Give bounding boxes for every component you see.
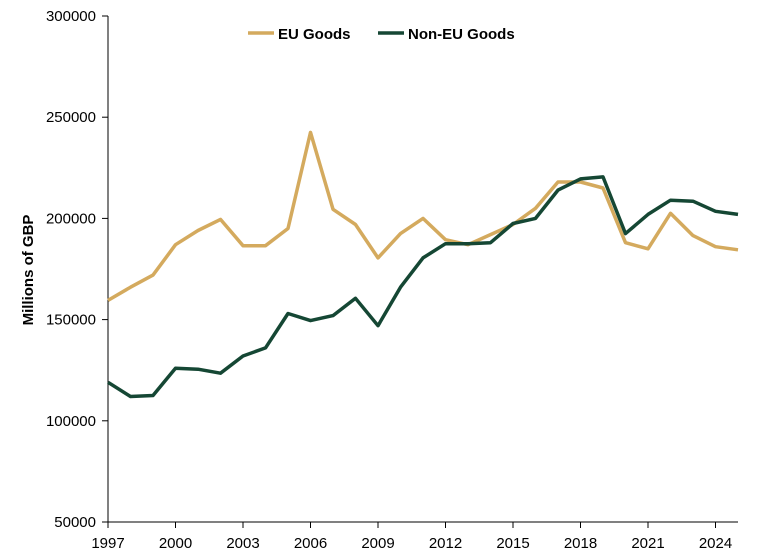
legend: EU Goods Non-EU Goods (248, 26, 515, 43)
series-lines (107, 130, 739, 399)
y-tick-label: 100000 (46, 413, 96, 430)
y-tick-label: 300000 (46, 8, 96, 25)
axes (107, 16, 738, 523)
x-tick-label: 1997 (91, 535, 124, 552)
x-tick-label: 2003 (226, 535, 259, 552)
series-line-eu-goods (107, 130, 739, 302)
x-tick-label: 2021 (631, 535, 664, 552)
x-tick-label: 2015 (496, 535, 529, 552)
x-tick-label: 2000 (159, 535, 192, 552)
series-line-non-eu-goods (107, 175, 739, 399)
x-tick-label: 2006 (294, 535, 327, 552)
y-axis-label: Millions of GBP (20, 215, 37, 326)
y-tick-label: 200000 (46, 210, 96, 227)
y-tick-label: 150000 (46, 312, 96, 329)
x-tick-label: 2024 (699, 535, 732, 552)
legend-label: Non-EU Goods (408, 26, 515, 43)
x-tick-label: 2012 (429, 535, 462, 552)
legend-label: EU Goods (278, 26, 351, 43)
x-tick-label: 2018 (564, 535, 597, 552)
y-tick-label: 50000 (54, 514, 96, 531)
y-axis-ticks: 50000 100000 150000 200000 250000 300000 (46, 8, 108, 531)
x-tick-label: 2009 (361, 535, 394, 552)
x-axis-ticks: 1997 2000 2003 2006 2009 2012 2015 2018 2021 2024 (91, 522, 732, 552)
y-tick-label: 250000 (46, 109, 96, 126)
